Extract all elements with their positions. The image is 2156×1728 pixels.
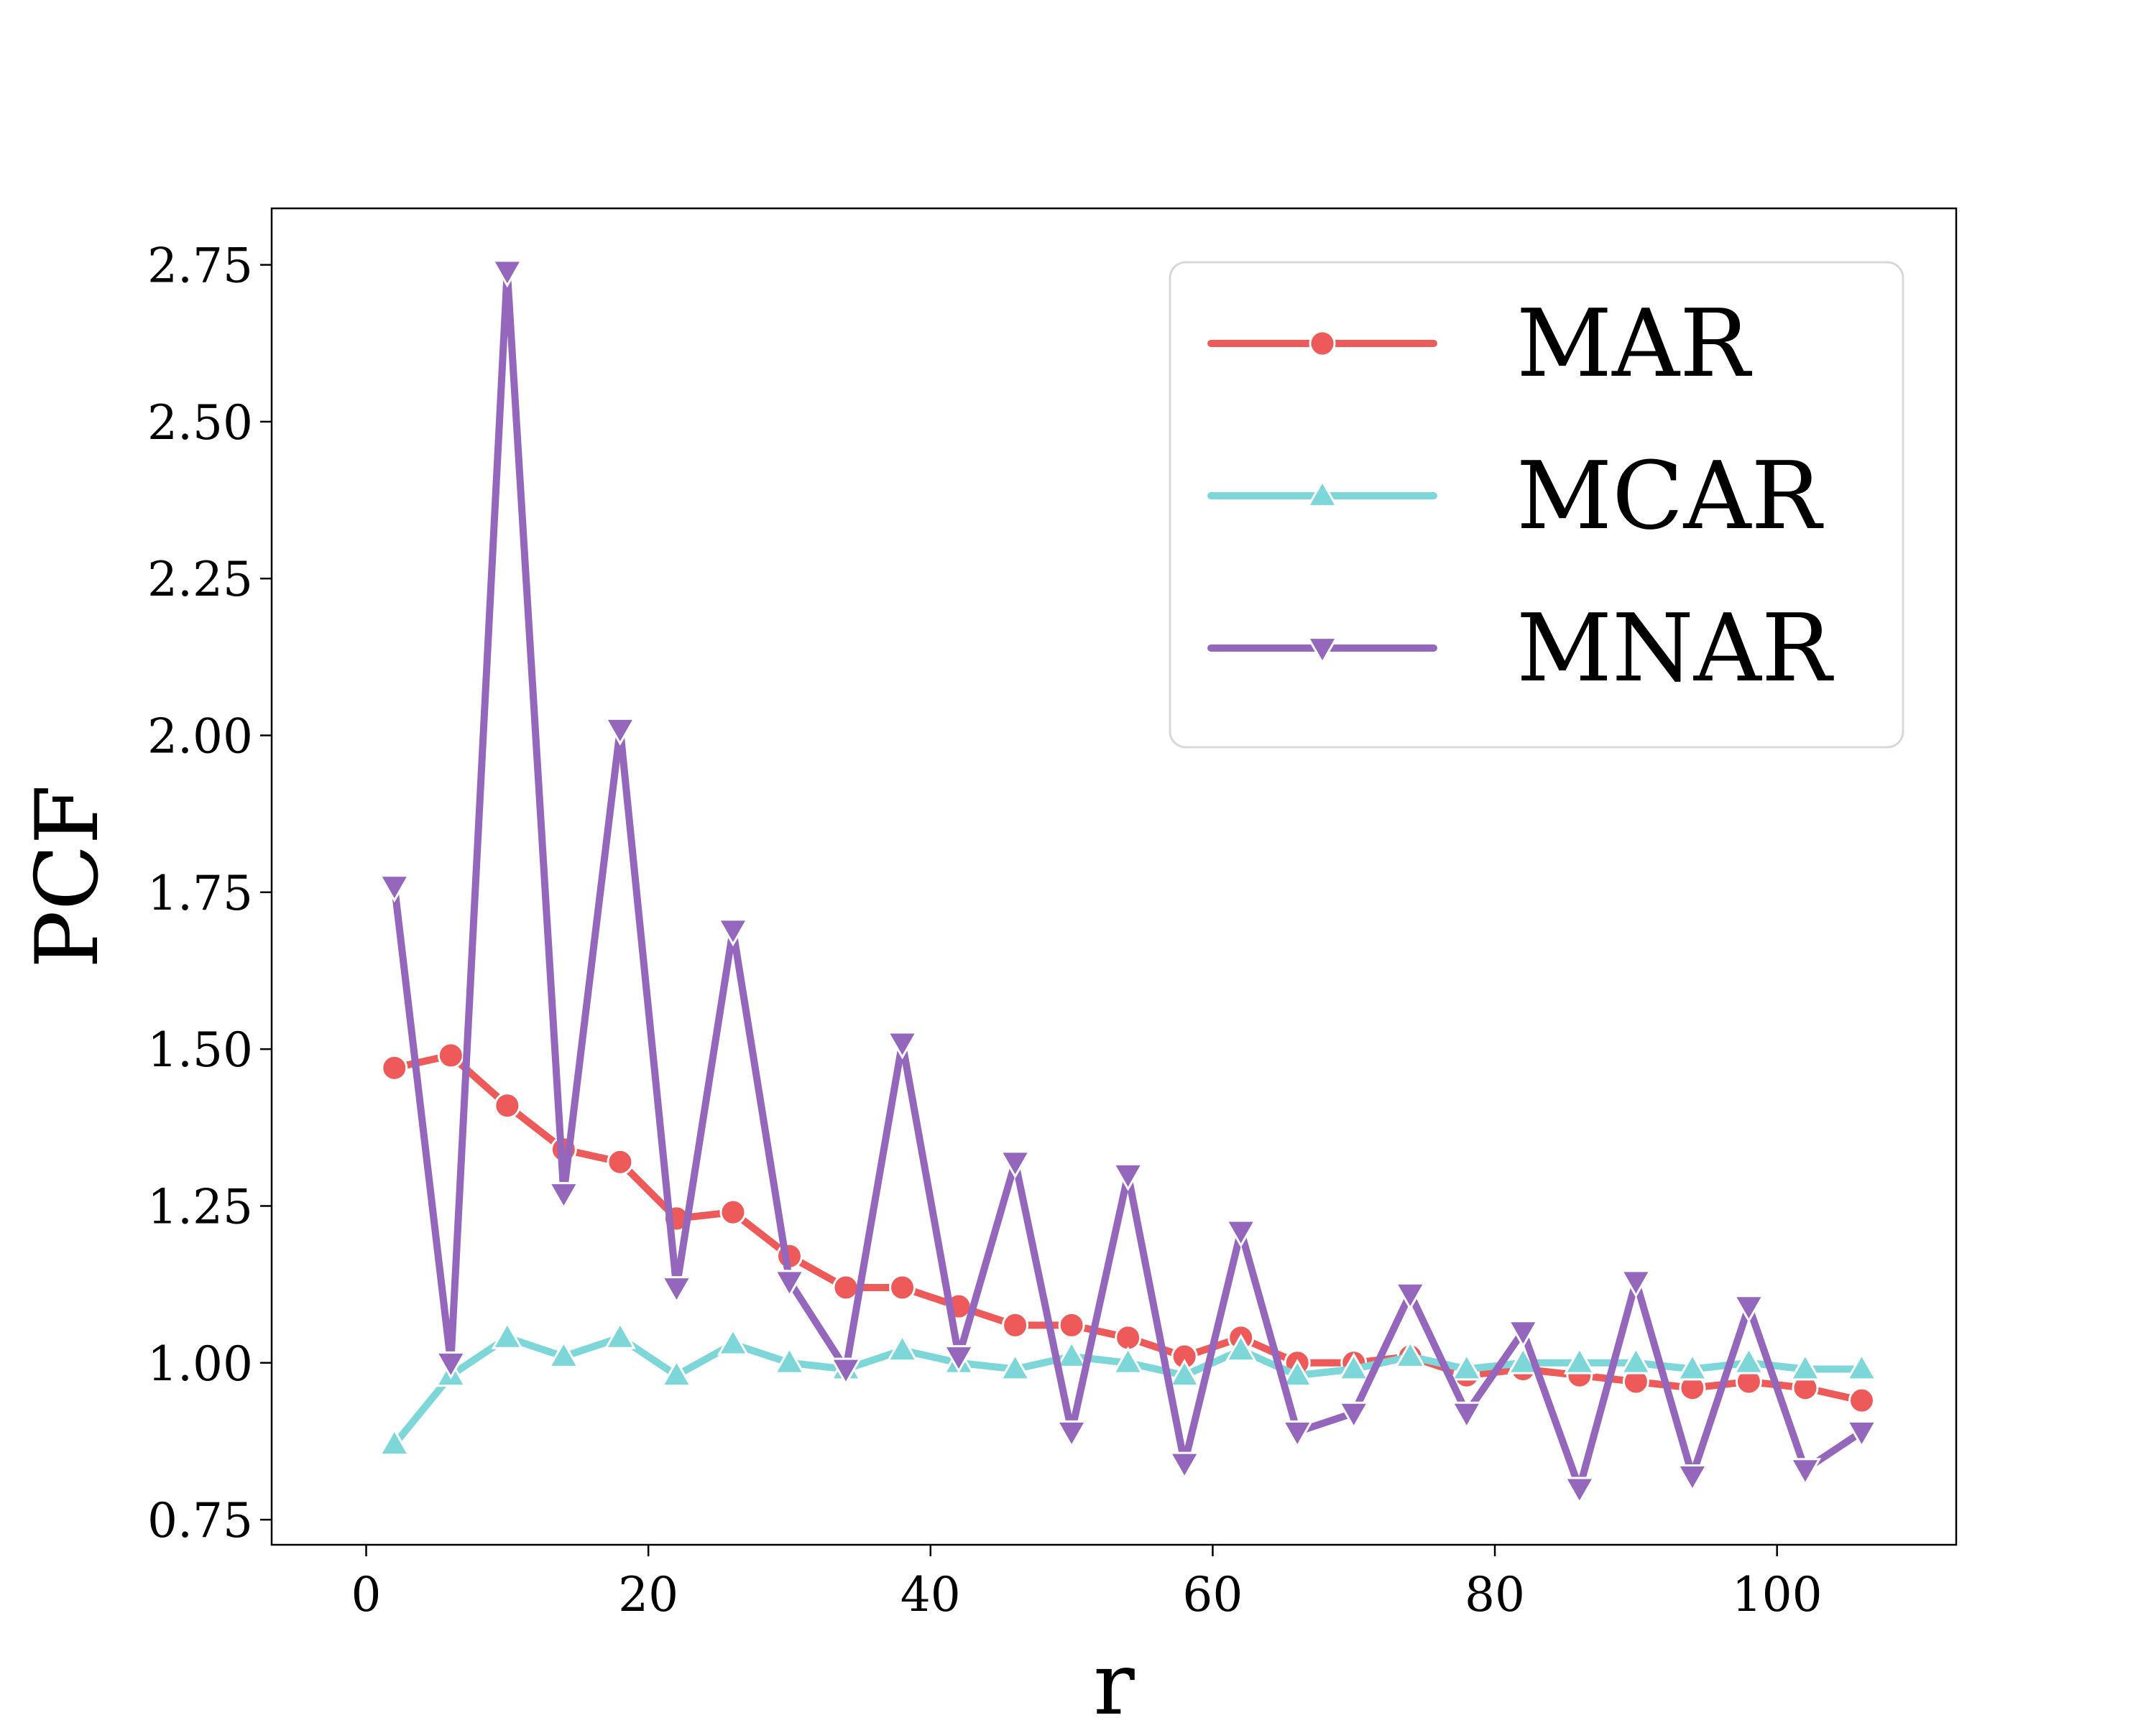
legend-marker-mar bbox=[1309, 330, 1336, 357]
point-mcar bbox=[1846, 1352, 1878, 1381]
point-mnar bbox=[1225, 1219, 1257, 1248]
y-tick-label: 1.00 bbox=[147, 1336, 253, 1392]
x-axis-label: r bbox=[1093, 1635, 1135, 1724]
point-mcar bbox=[1789, 1352, 1822, 1381]
x-tick-label: 0 bbox=[351, 1567, 382, 1622]
point-mnar bbox=[942, 1345, 975, 1374]
point-mcar bbox=[604, 1321, 637, 1349]
point-mar bbox=[832, 1274, 860, 1301]
point-mcar bbox=[1055, 1339, 1088, 1368]
point-mcar bbox=[717, 1327, 750, 1356]
point-mar bbox=[381, 1054, 408, 1081]
x-tick-label: 40 bbox=[900, 1567, 961, 1622]
point-mcar bbox=[1620, 1346, 1652, 1374]
point-mcar bbox=[1450, 1352, 1483, 1381]
point-mnar bbox=[491, 259, 524, 288]
legend-marker-mcar bbox=[1306, 479, 1339, 507]
point-mcar bbox=[773, 1346, 806, 1374]
y-tick-label: 2.75 bbox=[147, 239, 253, 294]
legend-box bbox=[1169, 261, 1904, 749]
point-mar bbox=[889, 1274, 916, 1301]
point-mnar bbox=[1450, 1401, 1483, 1430]
point-mar bbox=[607, 1148, 634, 1175]
point-mnar bbox=[1394, 1282, 1427, 1311]
point-mnar bbox=[1112, 1163, 1144, 1191]
point-mnar bbox=[1281, 1420, 1314, 1449]
point-mnar bbox=[829, 1357, 862, 1386]
series-mnar bbox=[378, 259, 1878, 1505]
point-mcar bbox=[491, 1321, 524, 1349]
point-mcar bbox=[1563, 1346, 1596, 1374]
point-mnar bbox=[999, 1150, 1031, 1179]
point-mnar bbox=[1337, 1401, 1370, 1430]
point-mnar bbox=[378, 874, 410, 903]
point-mcar bbox=[1337, 1352, 1370, 1381]
y-tick-label: 2.50 bbox=[147, 395, 253, 451]
y-tick-label: 1.25 bbox=[147, 1179, 253, 1234]
point-mnar bbox=[1168, 1451, 1201, 1480]
point-mcar bbox=[548, 1339, 580, 1368]
y-tick-label: 2.00 bbox=[147, 709, 253, 764]
point-mnar bbox=[773, 1270, 806, 1298]
point-mcar bbox=[1112, 1346, 1144, 1374]
point-mcar bbox=[1733, 1346, 1765, 1374]
point-mcar bbox=[1225, 1334, 1257, 1362]
legend-item-mar: MAR bbox=[1207, 289, 1752, 398]
x-tick-label: 20 bbox=[618, 1567, 678, 1622]
point-mcar bbox=[886, 1334, 918, 1362]
y-tick-label: 1.50 bbox=[147, 1022, 253, 1078]
point-mnar bbox=[886, 1031, 918, 1060]
point-mcar bbox=[1676, 1352, 1709, 1381]
point-mnar bbox=[435, 1351, 467, 1380]
legend-label-mnar: MNAR bbox=[1516, 593, 1834, 703]
point-mcar bbox=[1394, 1339, 1427, 1368]
y-tick-label: 0.75 bbox=[147, 1493, 253, 1548]
point-mnar bbox=[717, 918, 750, 947]
x-tick-label: 60 bbox=[1182, 1567, 1243, 1622]
legend-marker-mnar bbox=[1306, 637, 1339, 665]
y-tick-label: 2.25 bbox=[147, 552, 253, 607]
point-mnar bbox=[604, 717, 637, 746]
plot-area bbox=[378, 259, 1878, 1505]
point-mnar bbox=[1846, 1420, 1878, 1449]
x-tick-label: 80 bbox=[1465, 1567, 1525, 1622]
point-mar bbox=[1058, 1311, 1085, 1339]
point-mcar bbox=[999, 1352, 1031, 1381]
point-mcar bbox=[378, 1428, 410, 1456]
point-mnar bbox=[1620, 1270, 1652, 1298]
point-mcar bbox=[1281, 1359, 1314, 1387]
point-mcar bbox=[660, 1359, 693, 1387]
point-mnar bbox=[1789, 1458, 1822, 1487]
point-mnar bbox=[1507, 1320, 1539, 1349]
y-tick-label: 1.75 bbox=[147, 866, 253, 921]
axes: 0 20 40 60 80 100 0.75 1.00 1.25 1.50 1.75 2.00 2.25… bbox=[147, 207, 1958, 1622]
point-mcar bbox=[1168, 1359, 1201, 1387]
plot-frame bbox=[270, 207, 1958, 1546]
point-mnar bbox=[1055, 1420, 1088, 1449]
point-mar bbox=[1002, 1311, 1029, 1339]
point-mnar bbox=[660, 1276, 693, 1305]
point-mar bbox=[494, 1092, 521, 1119]
legend-item-mnar: MNAR bbox=[1207, 593, 1834, 703]
legend-label-mar: MAR bbox=[1516, 289, 1752, 398]
point-mnar bbox=[1563, 1477, 1596, 1505]
point-mnar bbox=[1733, 1295, 1765, 1323]
point-mnar bbox=[548, 1182, 580, 1211]
legend-item-mcar: MCAR bbox=[1207, 441, 1823, 550]
point-mar bbox=[437, 1042, 464, 1069]
y-axis-label: PCF bbox=[18, 785, 118, 969]
legend: MAR MCAR MNAR bbox=[1169, 261, 1904, 749]
point-mar bbox=[719, 1198, 747, 1226]
legend-label-mcar: MCAR bbox=[1516, 441, 1823, 550]
point-mar bbox=[1848, 1387, 1875, 1414]
point-mnar bbox=[1676, 1464, 1709, 1492]
x-tick-label: 100 bbox=[1732, 1567, 1823, 1622]
